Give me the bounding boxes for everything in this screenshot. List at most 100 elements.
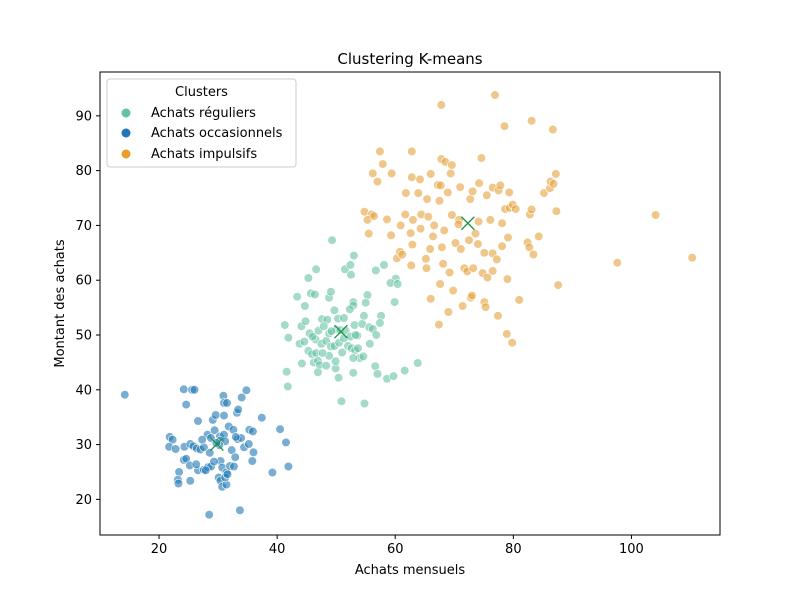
data-point [467, 291, 477, 301]
data-point [401, 188, 411, 198]
data-point [283, 381, 293, 392]
data-point [303, 273, 314, 283]
data-point [326, 287, 336, 297]
data-point [553, 280, 563, 290]
data-point [551, 169, 561, 179]
data-point [413, 358, 423, 368]
data-point [267, 467, 278, 478]
legend-marker-occasionnels [121, 128, 131, 138]
data-point [488, 266, 498, 276]
data-point [445, 267, 455, 278]
data-point [231, 432, 241, 442]
data-point [361, 298, 371, 308]
data-point [438, 259, 448, 269]
data-point [283, 461, 294, 472]
data-point [612, 258, 622, 268]
y-tick-label: 90 [75, 109, 92, 124]
data-point [371, 265, 381, 276]
data-point [346, 270, 356, 280]
data-point [426, 294, 436, 304]
data-point [497, 241, 507, 251]
data-point [283, 333, 294, 343]
data-point [474, 178, 484, 188]
data-point [222, 469, 233, 479]
data-point [423, 212, 433, 222]
data-point [526, 204, 537, 215]
data-point [456, 244, 466, 254]
data-point [362, 290, 373, 300]
data-point [507, 338, 517, 348]
data-point [426, 169, 436, 179]
data-point [120, 390, 130, 400]
data-point [222, 398, 232, 408]
data-point [485, 215, 495, 225]
data-point [375, 146, 385, 156]
x-tick-label: 40 [269, 542, 286, 557]
legend-label-reguliers: Achats réguliers [151, 106, 256, 121]
data-point [428, 231, 438, 241]
data-point [375, 318, 385, 328]
data-point [351, 330, 361, 340]
x-tick-label: 100 [619, 542, 644, 557]
x-axis-title: Achats mensuels [355, 563, 466, 578]
centroid-marker [333, 324, 348, 339]
data-point [406, 228, 416, 238]
data-point [308, 332, 318, 342]
data-point [174, 467, 184, 477]
data-point [319, 321, 329, 331]
data-point [539, 188, 549, 198]
plot-frame [99, 71, 721, 536]
data-point [358, 351, 369, 362]
data-point [504, 187, 514, 198]
data-point [248, 426, 258, 437]
y-tick-label: 40 [75, 383, 92, 398]
data-point [482, 272, 493, 283]
data-point [447, 210, 457, 220]
data-point [499, 121, 510, 131]
data-point [189, 385, 200, 395]
data-point [205, 448, 215, 458]
chart-title: Clustering K-means [337, 50, 482, 68]
data-point [446, 168, 456, 178]
data-point [464, 235, 474, 245]
data-point [443, 307, 454, 317]
data-point [348, 368, 358, 378]
data-point [493, 311, 503, 321]
data-point [407, 240, 418, 250]
data-point [502, 274, 513, 284]
data-point [191, 459, 201, 469]
data-point [408, 215, 418, 225]
data-point [548, 124, 558, 135]
data-point [468, 263, 478, 273]
data-point [248, 447, 259, 457]
data-point [313, 367, 323, 377]
data-point [390, 297, 400, 307]
data-point [476, 153, 487, 163]
data-point [406, 260, 416, 271]
data-point [447, 160, 457, 170]
data-point [524, 242, 534, 252]
data-point [345, 260, 356, 270]
data-point [348, 353, 358, 363]
centroid-marker [209, 437, 224, 452]
data-point [421, 254, 431, 264]
centroid-layer [209, 216, 475, 452]
data-point [171, 444, 181, 454]
data-point [425, 244, 435, 254]
legend-title: Clusters [175, 85, 228, 100]
data-point [237, 392, 247, 403]
data-point [185, 476, 195, 486]
data-point [387, 168, 397, 178]
data-point [422, 194, 432, 204]
data-point [179, 384, 189, 394]
data-point [687, 253, 697, 263]
data-point [439, 225, 449, 235]
data-point [400, 366, 410, 376]
data-point [514, 295, 524, 305]
data-point [364, 229, 374, 239]
data-point [650, 210, 661, 220]
data-point [407, 146, 417, 156]
legend: Clusters Achats réguliers Achats occasio… [106, 78, 297, 168]
data-point [353, 343, 363, 353]
